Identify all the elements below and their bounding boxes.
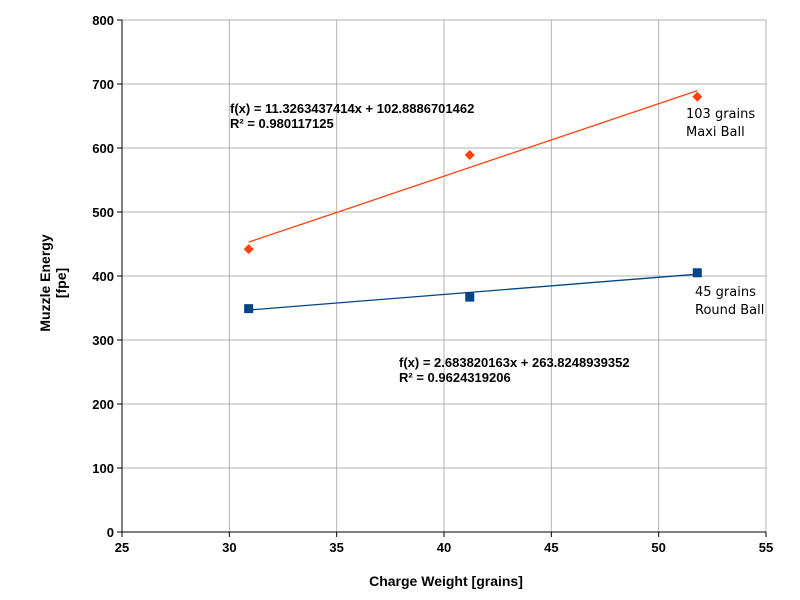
trendline-equation-maxi-ball: f(x) = 11.3263437414x + 102.8886701462 — [230, 101, 474, 116]
series-label-maxi-ball-line2: Maxi Ball — [686, 125, 745, 140]
data-point-diamond — [692, 91, 703, 102]
y-tick-label: 800 — [92, 13, 114, 28]
x-tick-label: 30 — [222, 540, 236, 555]
y-tick-label: 300 — [92, 333, 114, 348]
x-tick-label: 50 — [651, 540, 665, 555]
y-tick-label: 600 — [92, 141, 114, 156]
trendline-equation-round-ball: f(x) = 2.683820163x + 263.8248939352 — [399, 355, 630, 370]
series-label-round-ball-line2: Round Ball — [695, 303, 764, 318]
x-tick-label: 45 — [544, 540, 558, 555]
y-tick-label: 100 — [92, 461, 114, 476]
y-tick-label: 200 — [92, 397, 114, 412]
data-point-square — [244, 304, 254, 314]
series-label-maxi-ball-line1: 103 grains — [686, 107, 755, 122]
y-tick-label: 0 — [107, 525, 114, 540]
x-tick-label: 55 — [759, 540, 773, 555]
trendline-series-1 — [248, 273, 698, 311]
axis-layer — [117, 19, 767, 537]
y-tick-label: 400 — [92, 269, 114, 284]
y-axis-title-line1: Muzzle Energy — [37, 234, 53, 331]
y-tick-label: 500 — [92, 205, 114, 220]
x-tick-label: 35 — [329, 540, 343, 555]
trendline-layer — [248, 90, 698, 311]
y-tick-label: 700 — [92, 77, 114, 92]
tick-label-layer: 25 30 35 40 45 50 55 0 100 200 300 400 500 600 700 800 — [92, 13, 773, 555]
grid-layer — [121, 19, 767, 533]
r-squared-round-ball: R² = 0.9624319206 — [399, 370, 511, 385]
x-tick-label: 40 — [437, 540, 451, 555]
x-axis-title: Charge Weight [grains] — [369, 573, 523, 589]
data-point-diamond — [464, 150, 475, 161]
data-point-diamond — [243, 244, 254, 255]
y-axis-title-line2: [fpe] — [53, 268, 69, 298]
trendline-series-0 — [248, 90, 698, 243]
x-tick-label: 25 — [115, 540, 129, 555]
series-label-round-ball-line1: 45 grains — [695, 285, 756, 300]
data-point-layer — [243, 91, 703, 314]
r-squared-maxi-ball: R² = 0.980117125 — [230, 116, 334, 131]
data-point-square — [465, 292, 475, 302]
data-point-square — [692, 268, 702, 278]
annotation-layer: f(x) = 11.3263437414x + 102.8886701462 R… — [230, 101, 764, 385]
